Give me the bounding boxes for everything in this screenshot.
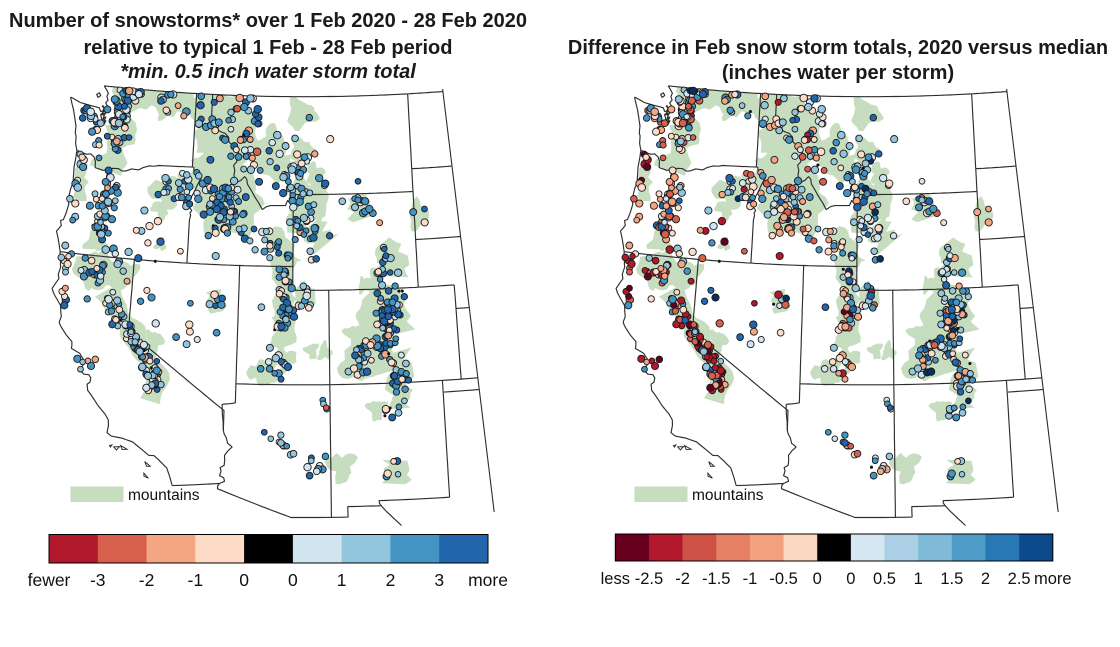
- svg-text:Difference in Feb snow storm t: Difference in Feb snow storm totals, 202…: [568, 37, 1108, 59]
- svg-text:3: 3: [434, 570, 444, 590]
- svg-text:0: 0: [846, 570, 855, 588]
- svg-text:less: less: [601, 570, 630, 588]
- svg-text:1.5: 1.5: [940, 570, 963, 588]
- svg-text:1: 1: [337, 570, 347, 590]
- svg-text:more: more: [1034, 570, 1072, 588]
- svg-text:*min. 0.5 inch water storm tot: *min. 0.5 inch water storm total: [120, 61, 416, 83]
- svg-text:0: 0: [239, 570, 249, 590]
- svg-text:0: 0: [288, 570, 298, 590]
- svg-text:-0.5: -0.5: [769, 570, 797, 588]
- svg-text:0: 0: [813, 570, 822, 588]
- svg-text:relative to typical 1 Feb - 28: relative to typical 1 Feb - 28 Feb perio…: [84, 37, 453, 59]
- svg-text:-1: -1: [188, 570, 204, 590]
- svg-text:2: 2: [386, 570, 396, 590]
- svg-text:0.5: 0.5: [873, 570, 896, 588]
- svg-text:-1.5: -1.5: [702, 570, 730, 588]
- svg-text:(inches water per storm): (inches water per storm): [722, 62, 954, 84]
- svg-text:mountains: mountains: [128, 487, 200, 504]
- svg-text:more: more: [468, 570, 508, 590]
- svg-text:2.5: 2.5: [1008, 570, 1031, 588]
- svg-text:mountains: mountains: [692, 487, 764, 504]
- svg-text:2: 2: [981, 570, 990, 588]
- svg-text:-2.5: -2.5: [635, 570, 663, 588]
- svg-text:-3: -3: [90, 570, 106, 590]
- svg-text:Number of snowstorms* over 1 F: Number of snowstorms* over 1 Feb 2020 - …: [9, 10, 527, 32]
- svg-text:-1: -1: [743, 570, 758, 588]
- svg-text:-2: -2: [675, 570, 690, 588]
- svg-text:1: 1: [914, 570, 923, 588]
- svg-text:-2: -2: [139, 570, 155, 590]
- svg-text:fewer: fewer: [28, 570, 71, 590]
